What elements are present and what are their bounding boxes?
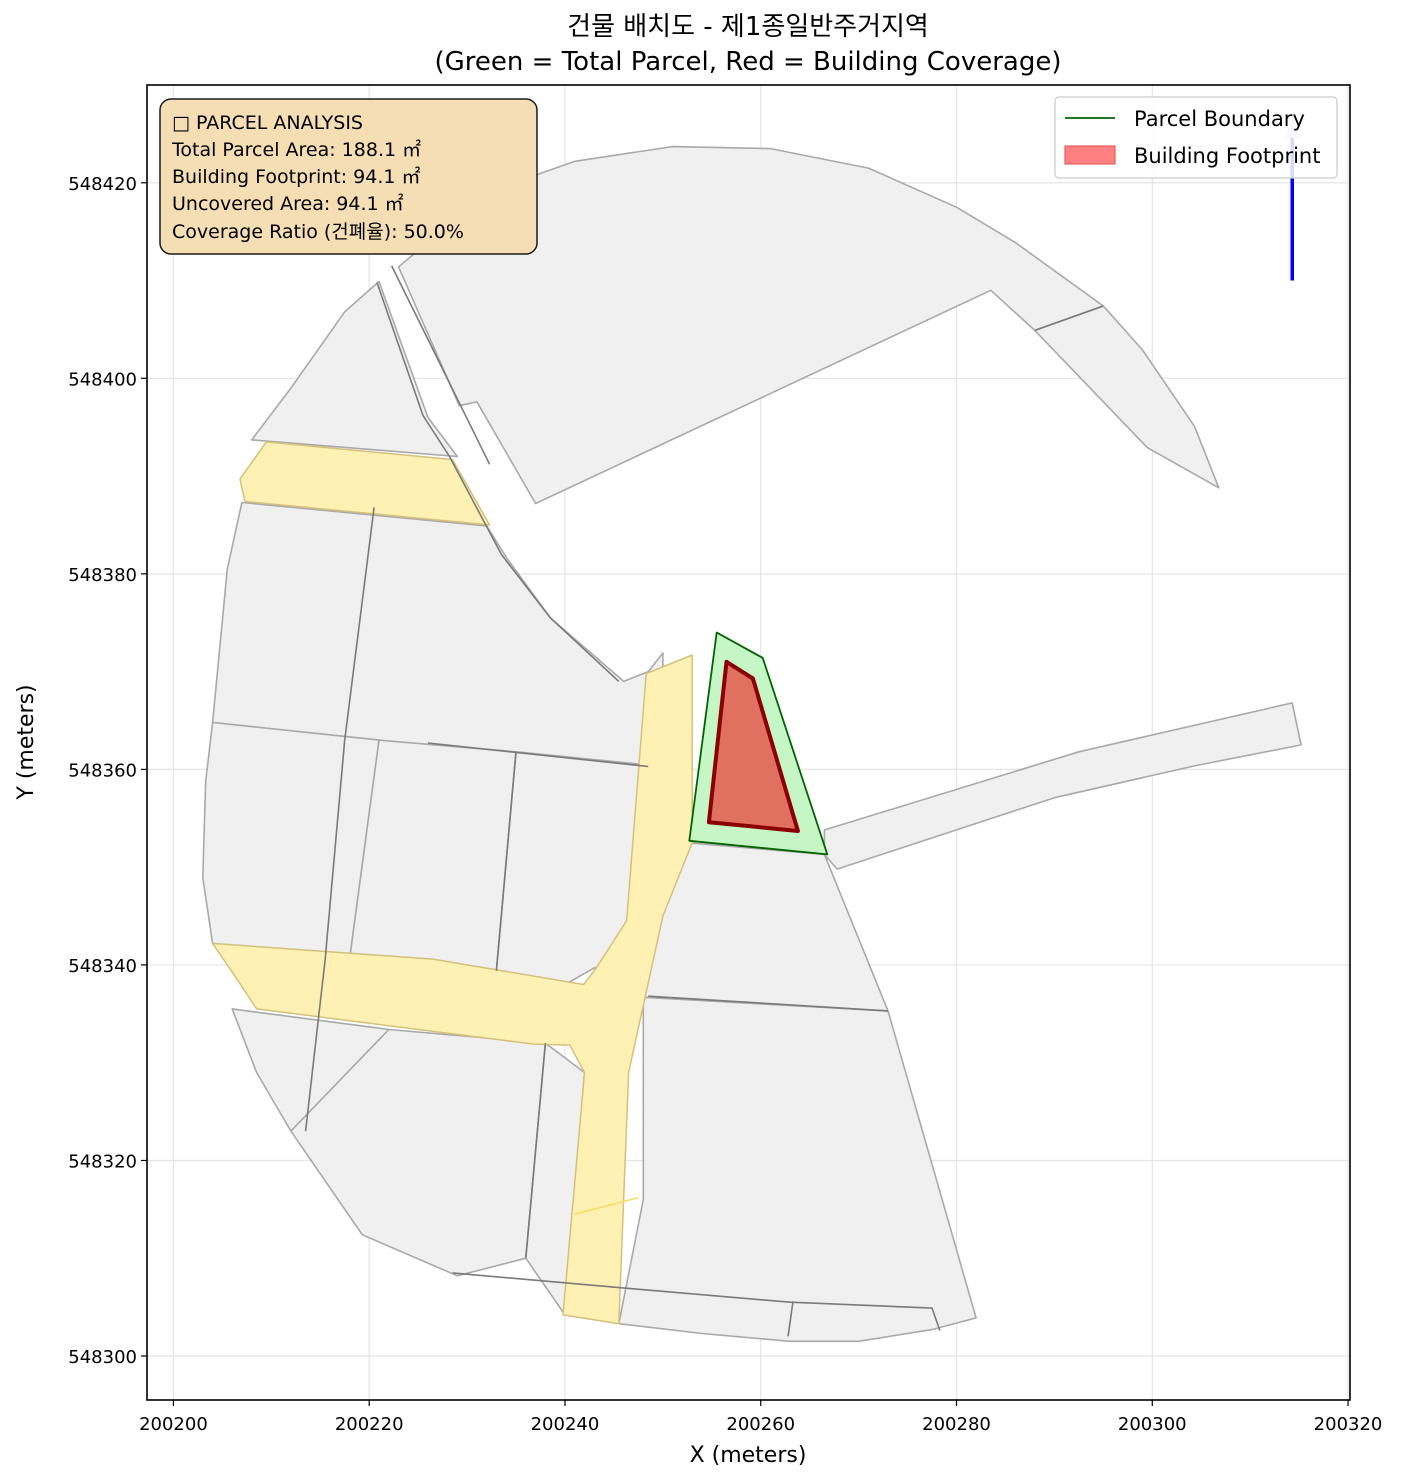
parcel-divider-7 <box>452 1272 941 1331</box>
parcel-divider-4 <box>427 742 649 768</box>
x-tick-label-2: 200240 <box>531 1414 600 1435</box>
info-box-background <box>159 98 538 255</box>
parcel-divider-9 <box>1034 305 1104 332</box>
map-layer <box>202 118 1302 1343</box>
y-tick-label-1: 548320 <box>68 1151 137 1172</box>
legend-frame <box>1054 96 1338 179</box>
road-1 <box>211 654 693 1325</box>
x-tick-label-5: 200300 <box>1118 1414 1187 1435</box>
info-box-heading: □ PARCEL ANALYSIS <box>172 112 363 134</box>
x-tick-label-1: 200220 <box>335 1414 404 1435</box>
info-coverage-ratio: Coverage Ratio (건폐율): 50.0% <box>172 221 464 243</box>
y-tick-label-3: 548360 <box>68 760 137 781</box>
legend-parcel-boundary-label: Parcel Boundary <box>1134 107 1305 131</box>
info-total-parcel-area: Total Parcel Area: 188.1 ㎡ <box>171 138 421 161</box>
road-0 <box>239 441 491 526</box>
legend: Parcel Boundary Building Footprint <box>1054 96 1338 179</box>
neighbor-parcel-10 <box>617 996 977 1343</box>
plot-frame <box>146 84 1351 1401</box>
x-tick-label-4: 200280 <box>922 1414 991 1435</box>
neighbor-parcel-4 <box>202 721 380 960</box>
y-axis-label: Y (meters) <box>14 684 39 800</box>
y-tick-label-4: 548380 <box>68 565 137 586</box>
parcel-divider-2 <box>304 507 375 1132</box>
chart-title-line-2: (Green = Total Parcel, Red = Building Co… <box>435 47 1062 77</box>
info-building-footprint: Building Footprint: 94.1 ㎡ <box>172 165 421 188</box>
legend-building-footprint-label: Building Footprint <box>1134 144 1320 168</box>
y-tick-label-5: 548400 <box>68 369 137 390</box>
x-tick-label-6: 200320 <box>1314 1414 1383 1435</box>
legend-building-footprint-swatch <box>1064 145 1116 165</box>
parcel-divider-3 <box>495 751 517 971</box>
info-box: □ PARCEL ANALYSIS Total Parcel Area: 188… <box>159 98 538 255</box>
axis-ticks: 200200 200220 200240 200260 200280 200300 2003… <box>68 174 1382 1435</box>
parcel-divider-1 <box>376 282 620 682</box>
parcel-divider-6 <box>525 1043 547 1259</box>
x-tick-label-0: 200200 <box>139 1414 208 1435</box>
building-footprint <box>706 659 800 833</box>
neighbor-parcel-12 <box>823 702 1302 870</box>
parcel-divider-5 <box>648 995 889 1012</box>
y-tick-label-0: 548300 <box>68 1347 137 1368</box>
parcel-divider-8 <box>787 1301 794 1337</box>
x-tick-label-3: 200260 <box>726 1414 795 1435</box>
neighbor-parcel-2 <box>250 280 459 458</box>
neighbor-parcel-5 <box>348 739 517 972</box>
parcel-divider-0 <box>390 265 491 465</box>
chart-title-line-1: 건물 배치도 - 제1종일반주거지역 <box>567 12 929 42</box>
y-tick-label-6: 548420 <box>68 174 137 195</box>
y-tick-label-2: 548340 <box>68 956 137 977</box>
road-centerline <box>574 1196 639 1215</box>
x-axis-label: X (meters) <box>690 1443 807 1468</box>
info-uncovered-area: Uncovered Area: 94.1 ㎡ <box>172 192 404 215</box>
